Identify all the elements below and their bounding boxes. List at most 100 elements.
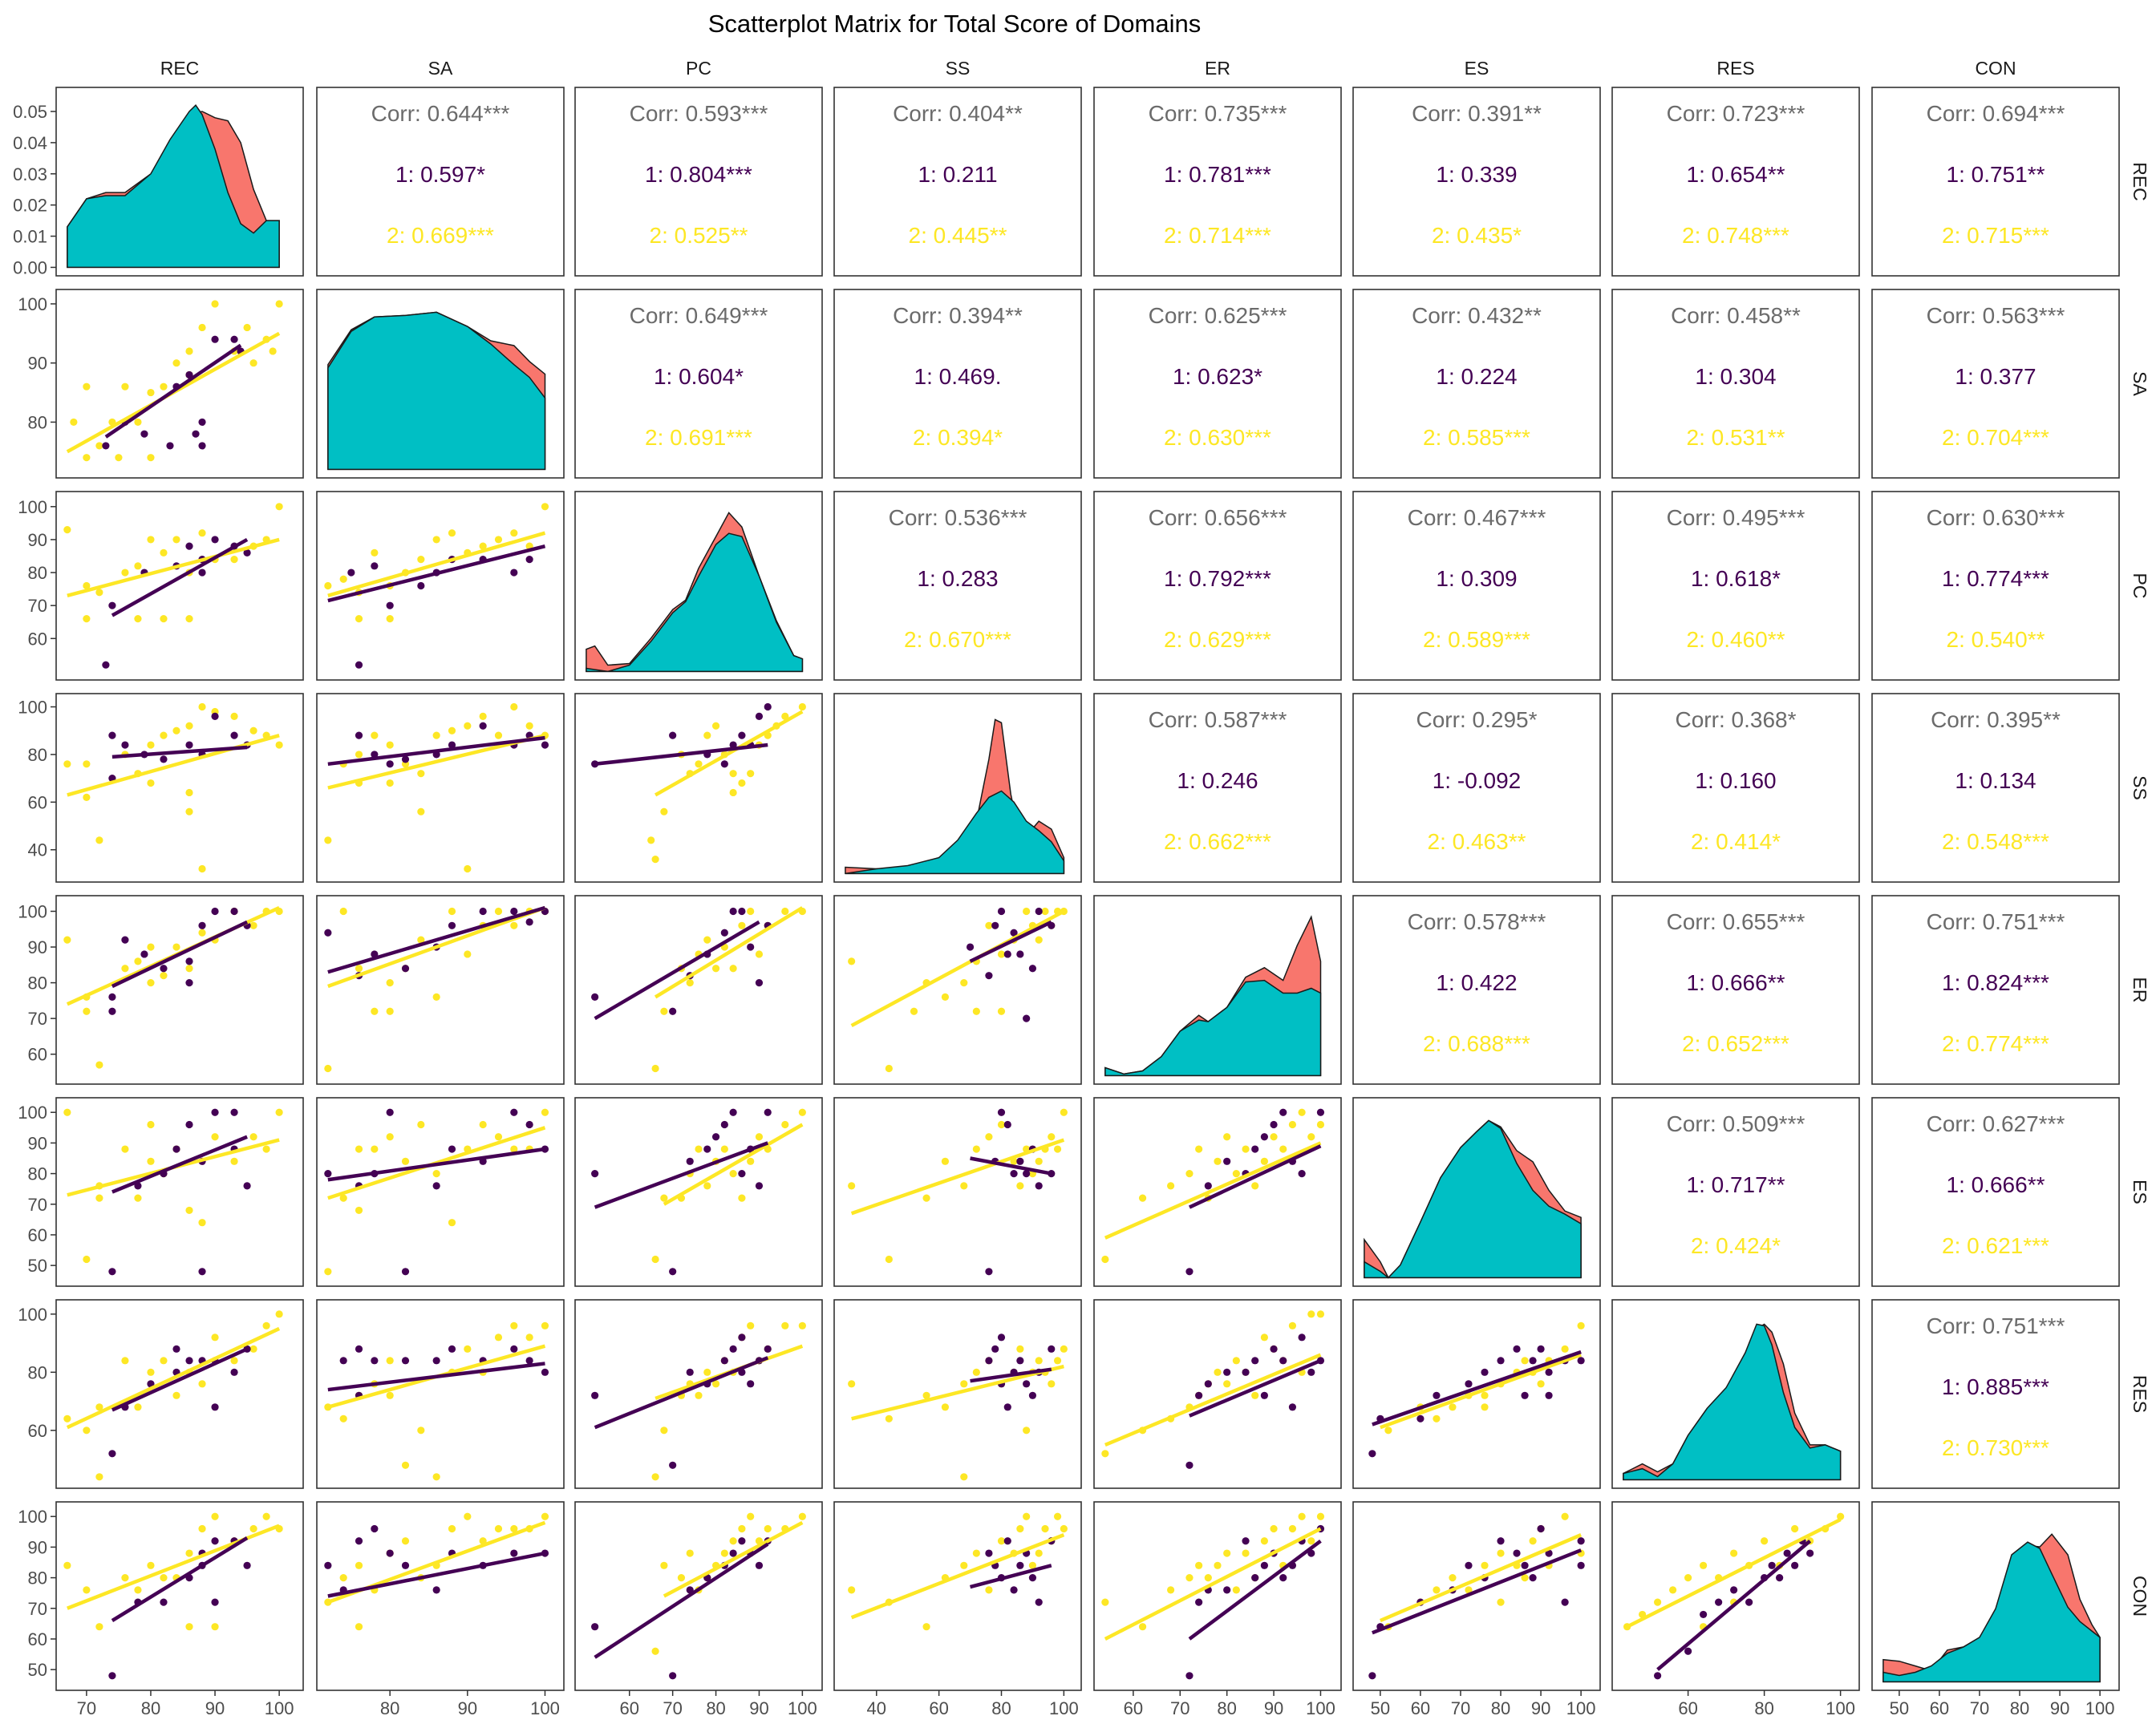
x-tick-label: 80 [141, 1698, 160, 1718]
y-tick-label: 90 [28, 1133, 47, 1153]
scatter-con-pc [591, 1512, 806, 1680]
point-group2 [651, 1255, 659, 1264]
point-group1 [1270, 1345, 1278, 1353]
corr-group2-label: 2: 0.531** [1687, 425, 1785, 450]
strip-label-row-sa: SA [2130, 371, 2150, 396]
point-group1 [324, 1169, 332, 1178]
point-group1 [510, 1108, 518, 1116]
point-group2 [747, 1157, 755, 1165]
point-group1 [324, 929, 332, 937]
fit-line-group1 [594, 1356, 769, 1430]
x-tick-label: 90 [1531, 1698, 1550, 1718]
point-group2 [160, 548, 168, 556]
point-group1 [108, 1450, 116, 1458]
point-group1 [525, 556, 533, 564]
density-group2-sa [327, 311, 546, 471]
point-group2 [686, 1549, 694, 1557]
y-tick-label: 50 [28, 1660, 47, 1680]
point-group2 [249, 1345, 257, 1353]
x-tick-label: 80 [1491, 1698, 1510, 1718]
point-group2 [249, 1133, 257, 1141]
scatter-con-ss [848, 1512, 1068, 1631]
fit-line-group1 [327, 544, 546, 603]
point-group2 [494, 907, 503, 916]
point-group2 [798, 1512, 806, 1520]
corr-total-label: Corr: 0.625*** [1149, 303, 1287, 328]
point-group2 [417, 936, 425, 944]
corr-group1-label: 1: 0.211 [918, 162, 997, 187]
point-group1 [1481, 1368, 1489, 1376]
fit-line-group1 [1189, 1358, 1322, 1418]
point-group2 [798, 1108, 806, 1116]
y-tick-label: 60 [28, 1045, 47, 1065]
point-group1 [1003, 1120, 1011, 1129]
point-group2 [134, 1403, 142, 1411]
point-group2 [185, 722, 193, 730]
point-group1 [1242, 1368, 1250, 1376]
point-group2 [1204, 1573, 1212, 1582]
point-group1 [669, 1268, 677, 1276]
point-group2 [1561, 1345, 1569, 1353]
point-group2 [63, 525, 71, 534]
point-group2 [160, 1357, 168, 1365]
point-group2 [1214, 1157, 1222, 1165]
point-group1 [211, 712, 219, 720]
point-group2 [510, 1524, 518, 1533]
x-tick-label: 100 [1826, 1698, 1855, 1718]
point-group2 [275, 1108, 283, 1116]
scatter-er-pc [591, 906, 806, 1073]
corr-total-label: Corr: 0.458** [1671, 303, 1801, 328]
fit-line-group2 [850, 909, 1065, 1028]
corr-group2-label: 2: 0.621*** [1942, 1233, 2049, 1258]
point-group2 [1053, 1145, 1062, 1153]
fit-line-group2 [1626, 1518, 1842, 1629]
point-group2 [1270, 1524, 1278, 1533]
corr-group1-label: 1: 0.666** [1947, 1172, 2045, 1197]
point-group1 [1465, 1561, 1473, 1569]
point-group2 [1433, 1414, 1441, 1423]
point-group2 [249, 359, 257, 367]
point-group2 [417, 1120, 425, 1129]
fit-line-group2 [1380, 1353, 1582, 1430]
point-group2 [324, 1064, 332, 1073]
point-group2 [121, 1573, 129, 1582]
point-group1 [1023, 1380, 1031, 1388]
point-group1 [764, 1108, 772, 1116]
point-group1 [764, 1345, 772, 1353]
point-group2 [1316, 1310, 1325, 1318]
point-group2 [738, 1524, 746, 1533]
point-group2 [1481, 1561, 1489, 1569]
point-group1 [1279, 1357, 1287, 1365]
point-group1 [1791, 1561, 1799, 1569]
fit-line-group2 [851, 1364, 1064, 1421]
point-group2 [695, 760, 703, 768]
point-group2 [262, 1512, 270, 1520]
point-group2 [781, 712, 789, 720]
corr-total-label: Corr: 0.391** [1412, 101, 1542, 126]
corr-group1-label: 1: 0.224 [1436, 364, 1517, 389]
corr-group1-label: 1: 0.885*** [1942, 1374, 2049, 1399]
point-group1 [1185, 1672, 1194, 1680]
strip-label-pc: PC [686, 58, 711, 79]
strip-label-row-es: ES [2130, 1180, 2150, 1204]
point-group2 [738, 779, 746, 787]
corr-total-label: Corr: 0.751*** [1927, 909, 2065, 934]
point-group2 [479, 542, 487, 550]
point-group2 [464, 864, 472, 873]
point-group2 [172, 943, 180, 951]
point-group2 [695, 1391, 703, 1399]
point-group1 [140, 430, 148, 438]
y-tick-label: 70 [28, 1195, 47, 1215]
panel-es-pc [574, 1097, 823, 1287]
point-group2 [121, 569, 129, 577]
point-group2 [1060, 1524, 1068, 1533]
point-group1 [1776, 1573, 1784, 1582]
point-group1 [1035, 907, 1043, 916]
point-group2 [1023, 907, 1031, 916]
fit-line-group2 [67, 537, 280, 598]
y-tick-label: 80 [28, 1362, 47, 1382]
x-tick-label: 80 [380, 1698, 399, 1718]
corr-group2-label: 2: 0.704*** [1942, 425, 2049, 450]
point-group1 [1521, 1561, 1529, 1569]
corr-group2-label: 2: 0.662*** [1164, 829, 1271, 854]
